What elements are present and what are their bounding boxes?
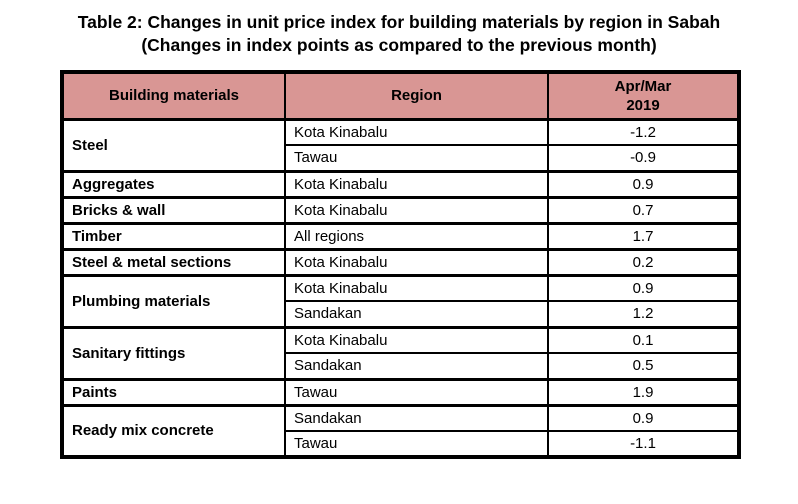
value-cell: -1.1 [547,430,740,458]
table-row: Tawau -0.9 [62,144,740,172]
value-cell: -0.9 [547,144,740,172]
region-cell: Kota Kinabalu [284,247,549,276]
table-row: Tawau -1.1 [62,430,740,458]
table-row: Bricks & wall Kota Kinabalu 0.7 [61,195,740,224]
table-row: Ready mix concrete Sandakan 0.9 [61,403,740,458]
table-row: Sanitary fittings Kota Kinabalu 0.1 [61,325,740,380]
material-cell: Steel [61,117,286,172]
material-cell: Aggregates [61,169,286,198]
value-cell: 0.1 [547,325,740,354]
header-building-materials: Building materials [61,71,286,121]
table-row: Paints Tawau 1.9 [61,377,740,406]
material-cell: Steel & metal sections [61,247,286,276]
price-index-table: Building materials Region Apr/Mar 2019 S… [60,70,741,459]
value-cell: 0.2 [547,247,740,276]
region-cell: Tawau [284,377,549,406]
value-cell: 1.2 [547,300,740,328]
table-row: Sandakan 1.2 [62,300,740,328]
table-title-line1: Table 2: Changes in unit price index for… [77,12,721,32]
region-cell: Kota Kinabalu [284,325,549,354]
region-cell: Sandakan [284,300,549,328]
value-cell: 0.7 [547,195,740,224]
table-row: Steel Kota Kinabalu -1.2 [61,117,740,172]
region-cell: Kota Kinabalu [284,117,549,146]
value-cell: 1.9 [547,377,740,406]
region-cell: All regions [284,221,549,250]
region-cell: Sandakan [284,403,549,432]
value-cell: -1.2 [547,117,740,146]
material-cell: Timber [61,221,286,250]
table-title: Table 2: Changes in unit price index for… [0,0,798,57]
region-cell: Tawau [284,144,549,172]
table-header-row: Building materials Region Apr/Mar 2019 [61,71,740,121]
material-cell: Plumbing materials [61,273,286,328]
region-cell: Kota Kinabalu [284,169,549,198]
table-row: Steel & metal sections Kota Kinabalu 0.2 [61,247,740,276]
region-cell: Kota Kinabalu [284,273,549,302]
material-cell: Sanitary fittings [61,325,286,380]
value-cell: 0.9 [547,403,740,432]
material-cell: Paints [61,377,286,406]
value-cell: 0.9 [547,273,740,302]
value-cell: 0.9 [547,169,740,198]
header-period: Apr/Mar 2019 [547,71,740,121]
material-cell: Ready mix concrete [61,403,286,458]
region-cell: Kota Kinabalu [284,195,549,224]
table-title-line2: (Changes in index points as compared to … [141,35,657,55]
region-cell: Tawau [284,430,549,458]
table-row: Timber All regions 1.7 [61,221,740,250]
table-row: Sandakan 0.5 [62,352,740,380]
region-cell: Sandakan [284,352,549,380]
table-row: Plumbing materials Kota Kinabalu 0.9 [61,273,740,328]
value-cell: 0.5 [547,352,740,380]
header-region: Region [284,71,549,121]
material-cell: Bricks & wall [61,195,286,224]
header-period-line2: 2019 [626,96,660,114]
table-row: Aggregates Kota Kinabalu 0.9 [61,169,740,198]
value-cell: 1.7 [547,221,740,250]
header-period-line1: Apr/Mar [614,77,672,95]
